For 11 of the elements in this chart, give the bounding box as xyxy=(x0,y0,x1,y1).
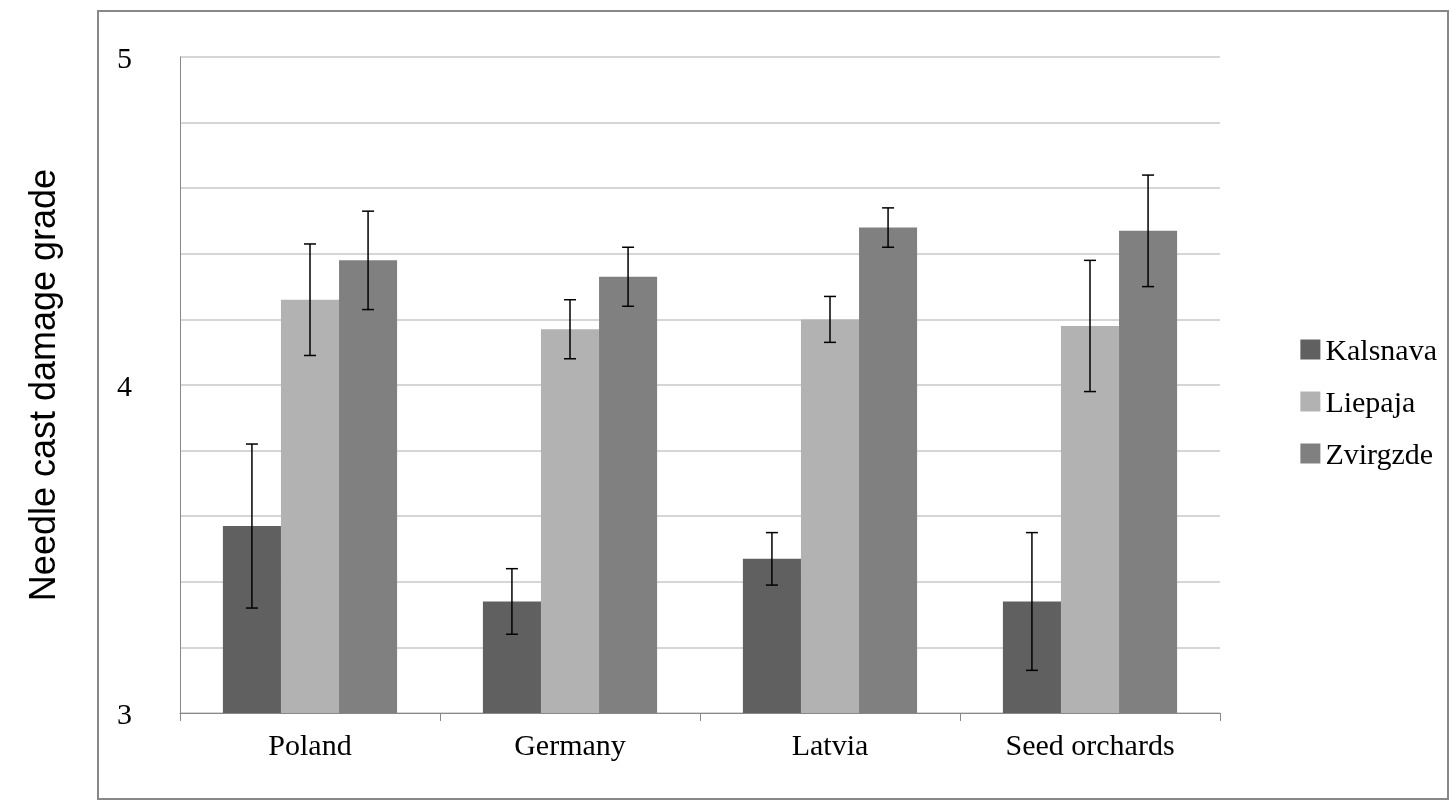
y-tick-label: 4 xyxy=(117,368,132,402)
legend-label: Liepaja xyxy=(1325,385,1416,418)
x-tick-label: Seed orchards xyxy=(1005,727,1175,761)
y-axis-title: Needle cast damage grade xyxy=(21,168,63,602)
x-tick-label: Germany xyxy=(514,727,626,761)
y-tick-label: 3 xyxy=(117,696,132,730)
x-tick-label: Latvia xyxy=(791,727,869,761)
legend-label: Kalsnava xyxy=(1325,333,1437,366)
legend-label: Zvirgzde xyxy=(1325,437,1434,470)
x-tick-label: Poland xyxy=(268,727,352,761)
y-tick-label: 5 xyxy=(117,40,132,74)
